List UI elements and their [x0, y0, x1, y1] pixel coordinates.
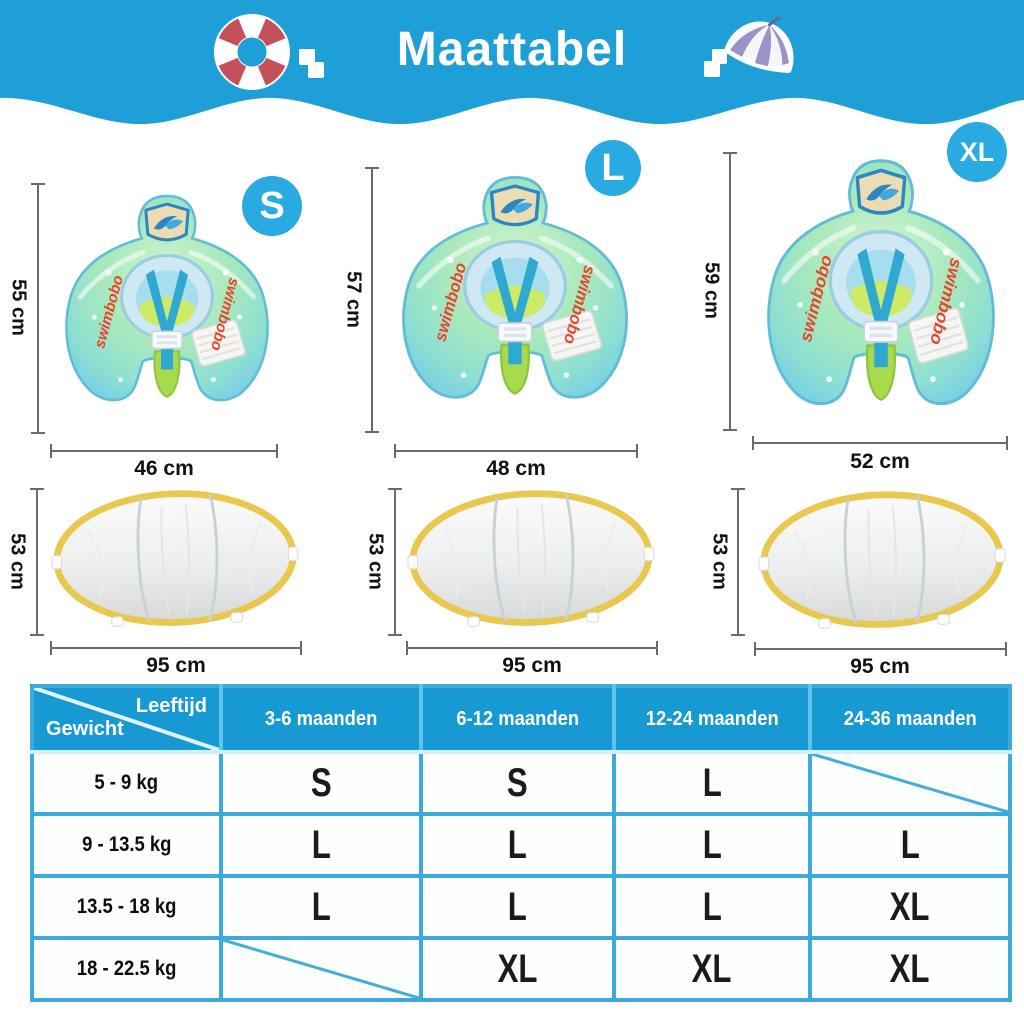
width-dimension-label: 46 cm: [134, 457, 194, 480]
table-row: 5 - 9 kg S S L: [30, 750, 1012, 816]
corner-label-age: Leeftijd: [135, 695, 207, 717]
size-cell: L: [219, 874, 423, 940]
weight-cell: 9 - 13.5 kg: [30, 812, 223, 878]
height-dimension-line: [31, 183, 45, 434]
float-seat: [139, 296, 195, 328]
height-dimension-label: 53 cm: [708, 533, 731, 590]
not-available-slash: [812, 754, 1008, 812]
height-dimension-label: 55 cm: [7, 279, 30, 336]
width-dimension-label: 48 cm: [486, 457, 546, 480]
corner-diagonal-line: [34, 688, 219, 750]
width-dimension-line: [394, 444, 638, 458]
canopy-illustration: [51, 490, 299, 627]
height-dimension-line: [30, 488, 44, 636]
height-dimension-line: [365, 167, 379, 433]
width-dimension-line: [50, 444, 278, 458]
weight-cell: 5 - 9 kg: [30, 750, 223, 816]
canopy-illustration: [407, 490, 655, 627]
size-table: Leeftijd Gewicht 3-6 maanden 6-12 maande…: [30, 684, 1012, 1002]
width-dimension-label: 95 cm: [502, 654, 562, 677]
width-dimension-label: 95 cm: [146, 654, 206, 677]
width-dimension-label: 95 cm: [850, 655, 910, 678]
width-dimension-label: 52 cm: [850, 450, 910, 473]
height-dimension-label: 57 cm: [342, 271, 365, 328]
pixel-square-decor: [299, 49, 315, 65]
height-dimension-label: 53 cm: [364, 533, 387, 590]
header-banner: [0, 0, 1024, 92]
page-title: Maattabel: [396, 23, 628, 76]
size-cell: L: [612, 750, 812, 816]
height-dimension-label: 53 cm: [6, 533, 29, 590]
table-row: 18 - 22.5 kg XL XL XL: [30, 936, 1012, 1002]
size-badge-l: L: [585, 140, 641, 196]
age-column-header: 6-12 maanden: [419, 684, 616, 754]
pixel-square-decor: [308, 62, 324, 78]
width-dimension-line: [50, 641, 302, 655]
size-cell: XL: [808, 936, 1012, 1002]
size-cell: L: [808, 812, 1012, 878]
size-cell: XL: [419, 936, 616, 1002]
swim-float-illustration: swimbobo swimbobo: [402, 175, 628, 399]
canopy-illustration: [758, 491, 1006, 629]
size-cell: S: [419, 750, 616, 816]
size-cell-not-available: [808, 750, 1012, 816]
crotch-strap: [153, 350, 181, 398]
size-cell: L: [419, 812, 616, 878]
height-dimension-line: [731, 488, 745, 636]
corner-label-weight: Gewicht: [46, 718, 124, 740]
table-header-row: Leeftijd Gewicht 3-6 maanden 6-12 maande…: [30, 684, 1012, 754]
mesh-patch: [191, 319, 246, 367]
width-dimension-line: [752, 436, 1008, 450]
size-cell: L: [612, 874, 812, 940]
strap-buckle: [151, 330, 183, 350]
size-badge-s: S: [242, 176, 302, 236]
pixel-square-decor: [704, 61, 720, 77]
table-row: 13.5 - 18 kg L L L XL: [30, 874, 1012, 940]
size-cell: XL: [808, 874, 1012, 940]
width-dimension-line: [406, 641, 658, 655]
beach-umbrella-icon: [724, 16, 794, 73]
size-badge-xl: XL: [947, 122, 1007, 182]
swim-float-illustration: swimbobo swimbobo: [767, 159, 995, 406]
size-cell: S: [219, 750, 423, 816]
table-row: 9 - 13.5 kg L L L L: [30, 812, 1012, 878]
age-column-header: 3-6 maanden: [219, 684, 423, 754]
height-dimension-line: [723, 152, 737, 431]
lifebuoy-icon: [214, 14, 290, 90]
size-cell: L: [219, 812, 423, 878]
size-cell: XL: [612, 936, 812, 1002]
pixel-square-decor: [712, 49, 727, 64]
height-dimension-label: 59 cm: [700, 262, 723, 319]
size-cell-not-available: [219, 936, 423, 1002]
wave-divider: [0, 92, 1024, 125]
not-available-slash: [223, 940, 419, 998]
size-cell: L: [612, 812, 812, 878]
height-dimension-line: [388, 488, 402, 636]
weight-cell: 13.5 - 18 kg: [30, 874, 223, 940]
size-cell: L: [419, 874, 616, 940]
age-column-header: 12-24 maanden: [612, 684, 812, 754]
age-column-header: 24-36 maanden: [808, 684, 1012, 754]
weight-cell: 18 - 22.5 kg: [30, 936, 223, 1002]
width-dimension-line: [754, 642, 1007, 656]
swim-float-illustration: swimbobo swimbobo: [65, 194, 269, 402]
table-corner-cell: Leeftijd Gewicht: [30, 684, 223, 754]
